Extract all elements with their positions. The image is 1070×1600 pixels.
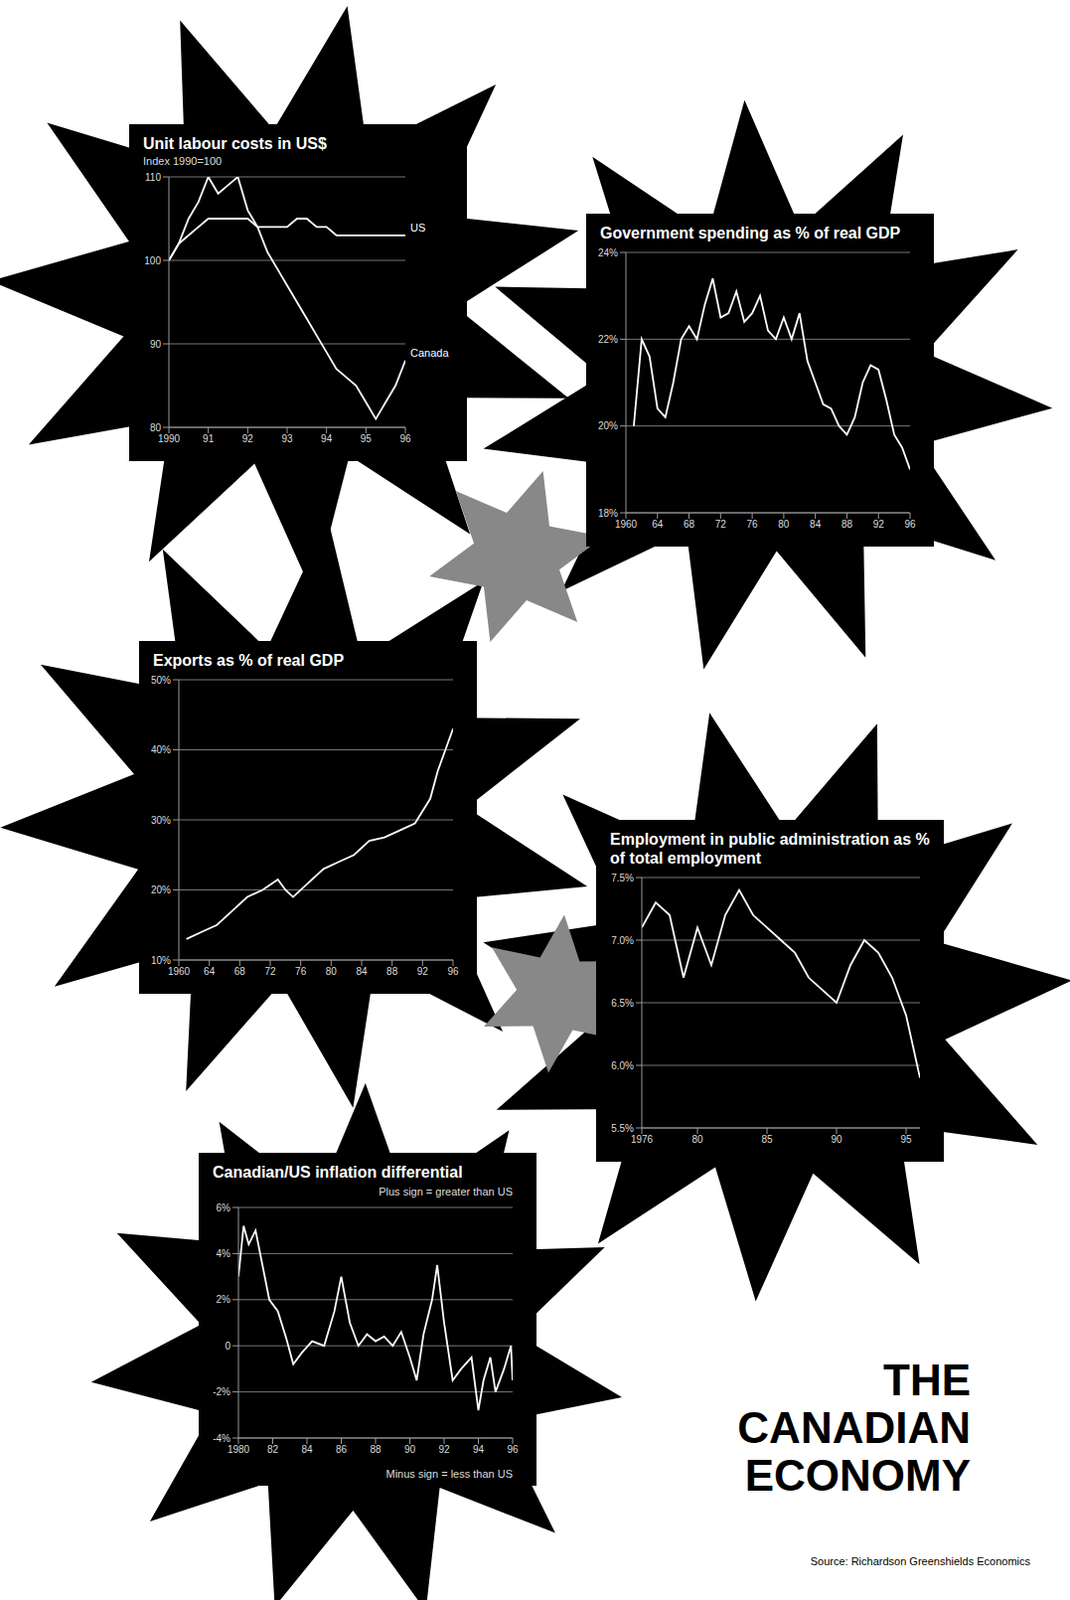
svg-text:Canada: Canada (410, 346, 450, 359)
svg-text:96: 96 (399, 433, 412, 445)
svg-text:94: 94 (472, 1443, 485, 1455)
html-text:Minus sign = less than US: Minus sign = less than US (385, 1467, 513, 1480)
html-text:Unit labour costs in US$: Unit labour costs in US$ (143, 135, 327, 153)
svg-text:80: 80 (150, 422, 162, 434)
svg-text:6.0%: 6.0% (611, 1060, 634, 1071)
svg-text:80: 80 (777, 518, 790, 530)
svg-text:1976: 1976 (630, 1133, 654, 1145)
svg-text:2%: 2% (216, 1293, 232, 1305)
svg-text:88: 88 (841, 518, 854, 530)
svg-text:68: 68 (234, 965, 247, 977)
svg-text:20%: 20% (151, 884, 171, 896)
svg-text:1960: 1960 (167, 965, 191, 977)
svg-text:1960: 1960 (614, 518, 638, 530)
html-text:Index 1990=100: Index 1990=100 (143, 154, 222, 167)
svg-text:US: US (410, 221, 426, 234)
svg-text:72: 72 (715, 518, 728, 530)
svg-text:68: 68 (683, 518, 696, 530)
html-text:ECONOMY: ECONOMY (744, 1450, 971, 1500)
svg-text:7.0%: 7.0% (611, 934, 634, 946)
html-text:Source: Richardson Greenshield: Source: Richardson Greenshields Economic… (810, 1554, 1031, 1567)
svg-text:96: 96 (904, 518, 917, 530)
svg-text:94: 94 (320, 433, 333, 445)
svg-text:76: 76 (747, 518, 760, 530)
html-text:CANADIAN: CANADIAN (737, 1402, 971, 1452)
html-text:Exports as % of real GDP: Exports as % of real GDP (152, 651, 344, 669)
svg-text:0: 0 (224, 1340, 231, 1352)
svg-text:91: 91 (202, 433, 215, 445)
svg-text:24%: 24% (598, 247, 618, 259)
html-text:Employment in public administr: Employment in public administration as %… (610, 830, 930, 867)
svg-text:85: 85 (761, 1133, 773, 1145)
svg-text:5.5%: 5.5% (611, 1122, 634, 1134)
html-text:THE: THE (883, 1355, 971, 1404)
svg-text:-2%: -2% (212, 1385, 231, 1397)
svg-text:95: 95 (900, 1133, 913, 1145)
svg-text:90: 90 (830, 1133, 843, 1145)
svg-text:20%: 20% (598, 420, 618, 432)
svg-text:88: 88 (369, 1443, 382, 1455)
svg-text:88: 88 (386, 965, 399, 977)
svg-text:93: 93 (281, 433, 294, 445)
svg-text:84: 84 (355, 965, 368, 977)
html-text:Plus sign = greater than US: Plus sign = greater than US (378, 1185, 513, 1198)
svg-text:64: 64 (203, 965, 216, 977)
svg-text:84: 84 (301, 1443, 313, 1455)
svg-text:10%: 10% (151, 954, 171, 966)
svg-text:100: 100 (144, 255, 161, 267)
svg-text:30%: 30% (151, 814, 171, 826)
svg-text:72: 72 (264, 965, 277, 977)
svg-text:84: 84 (809, 518, 822, 530)
svg-text:92: 92 (438, 1443, 451, 1455)
svg-text:4%: 4% (216, 1247, 232, 1259)
svg-text:110: 110 (145, 171, 161, 183)
svg-text:18%: 18% (598, 507, 618, 519)
svg-text:40%: 40% (151, 744, 171, 756)
svg-text:50%: 50% (151, 674, 171, 686)
svg-text:92: 92 (417, 965, 430, 977)
svg-text:1990: 1990 (157, 433, 181, 445)
svg-text:6.5%: 6.5% (611, 997, 634, 1009)
svg-text:96: 96 (506, 1443, 519, 1455)
svg-text:1980: 1980 (227, 1443, 251, 1455)
svg-text:90: 90 (404, 1443, 417, 1455)
svg-text:80: 80 (325, 965, 338, 977)
svg-text:86: 86 (335, 1443, 348, 1455)
svg-text:95: 95 (360, 433, 373, 445)
svg-text:92: 92 (242, 433, 255, 445)
svg-text:82: 82 (267, 1443, 280, 1455)
svg-text:7.5%: 7.5% (611, 872, 634, 884)
svg-text:64: 64 (651, 518, 664, 530)
svg-text:76: 76 (295, 965, 307, 977)
svg-text:92: 92 (873, 518, 886, 530)
svg-text:22%: 22% (598, 333, 618, 345)
svg-text:-4%: -4% (212, 1432, 231, 1444)
html-text:Canadian/US inflation differen: Canadian/US inflation differential (212, 1163, 463, 1181)
html-text:Government spending as % of re: Government spending as % of real GDP (600, 224, 901, 242)
svg-text:6%: 6% (216, 1202, 232, 1214)
svg-text:96: 96 (447, 965, 459, 977)
svg-text:80: 80 (691, 1133, 704, 1145)
svg-text:90: 90 (150, 338, 162, 350)
